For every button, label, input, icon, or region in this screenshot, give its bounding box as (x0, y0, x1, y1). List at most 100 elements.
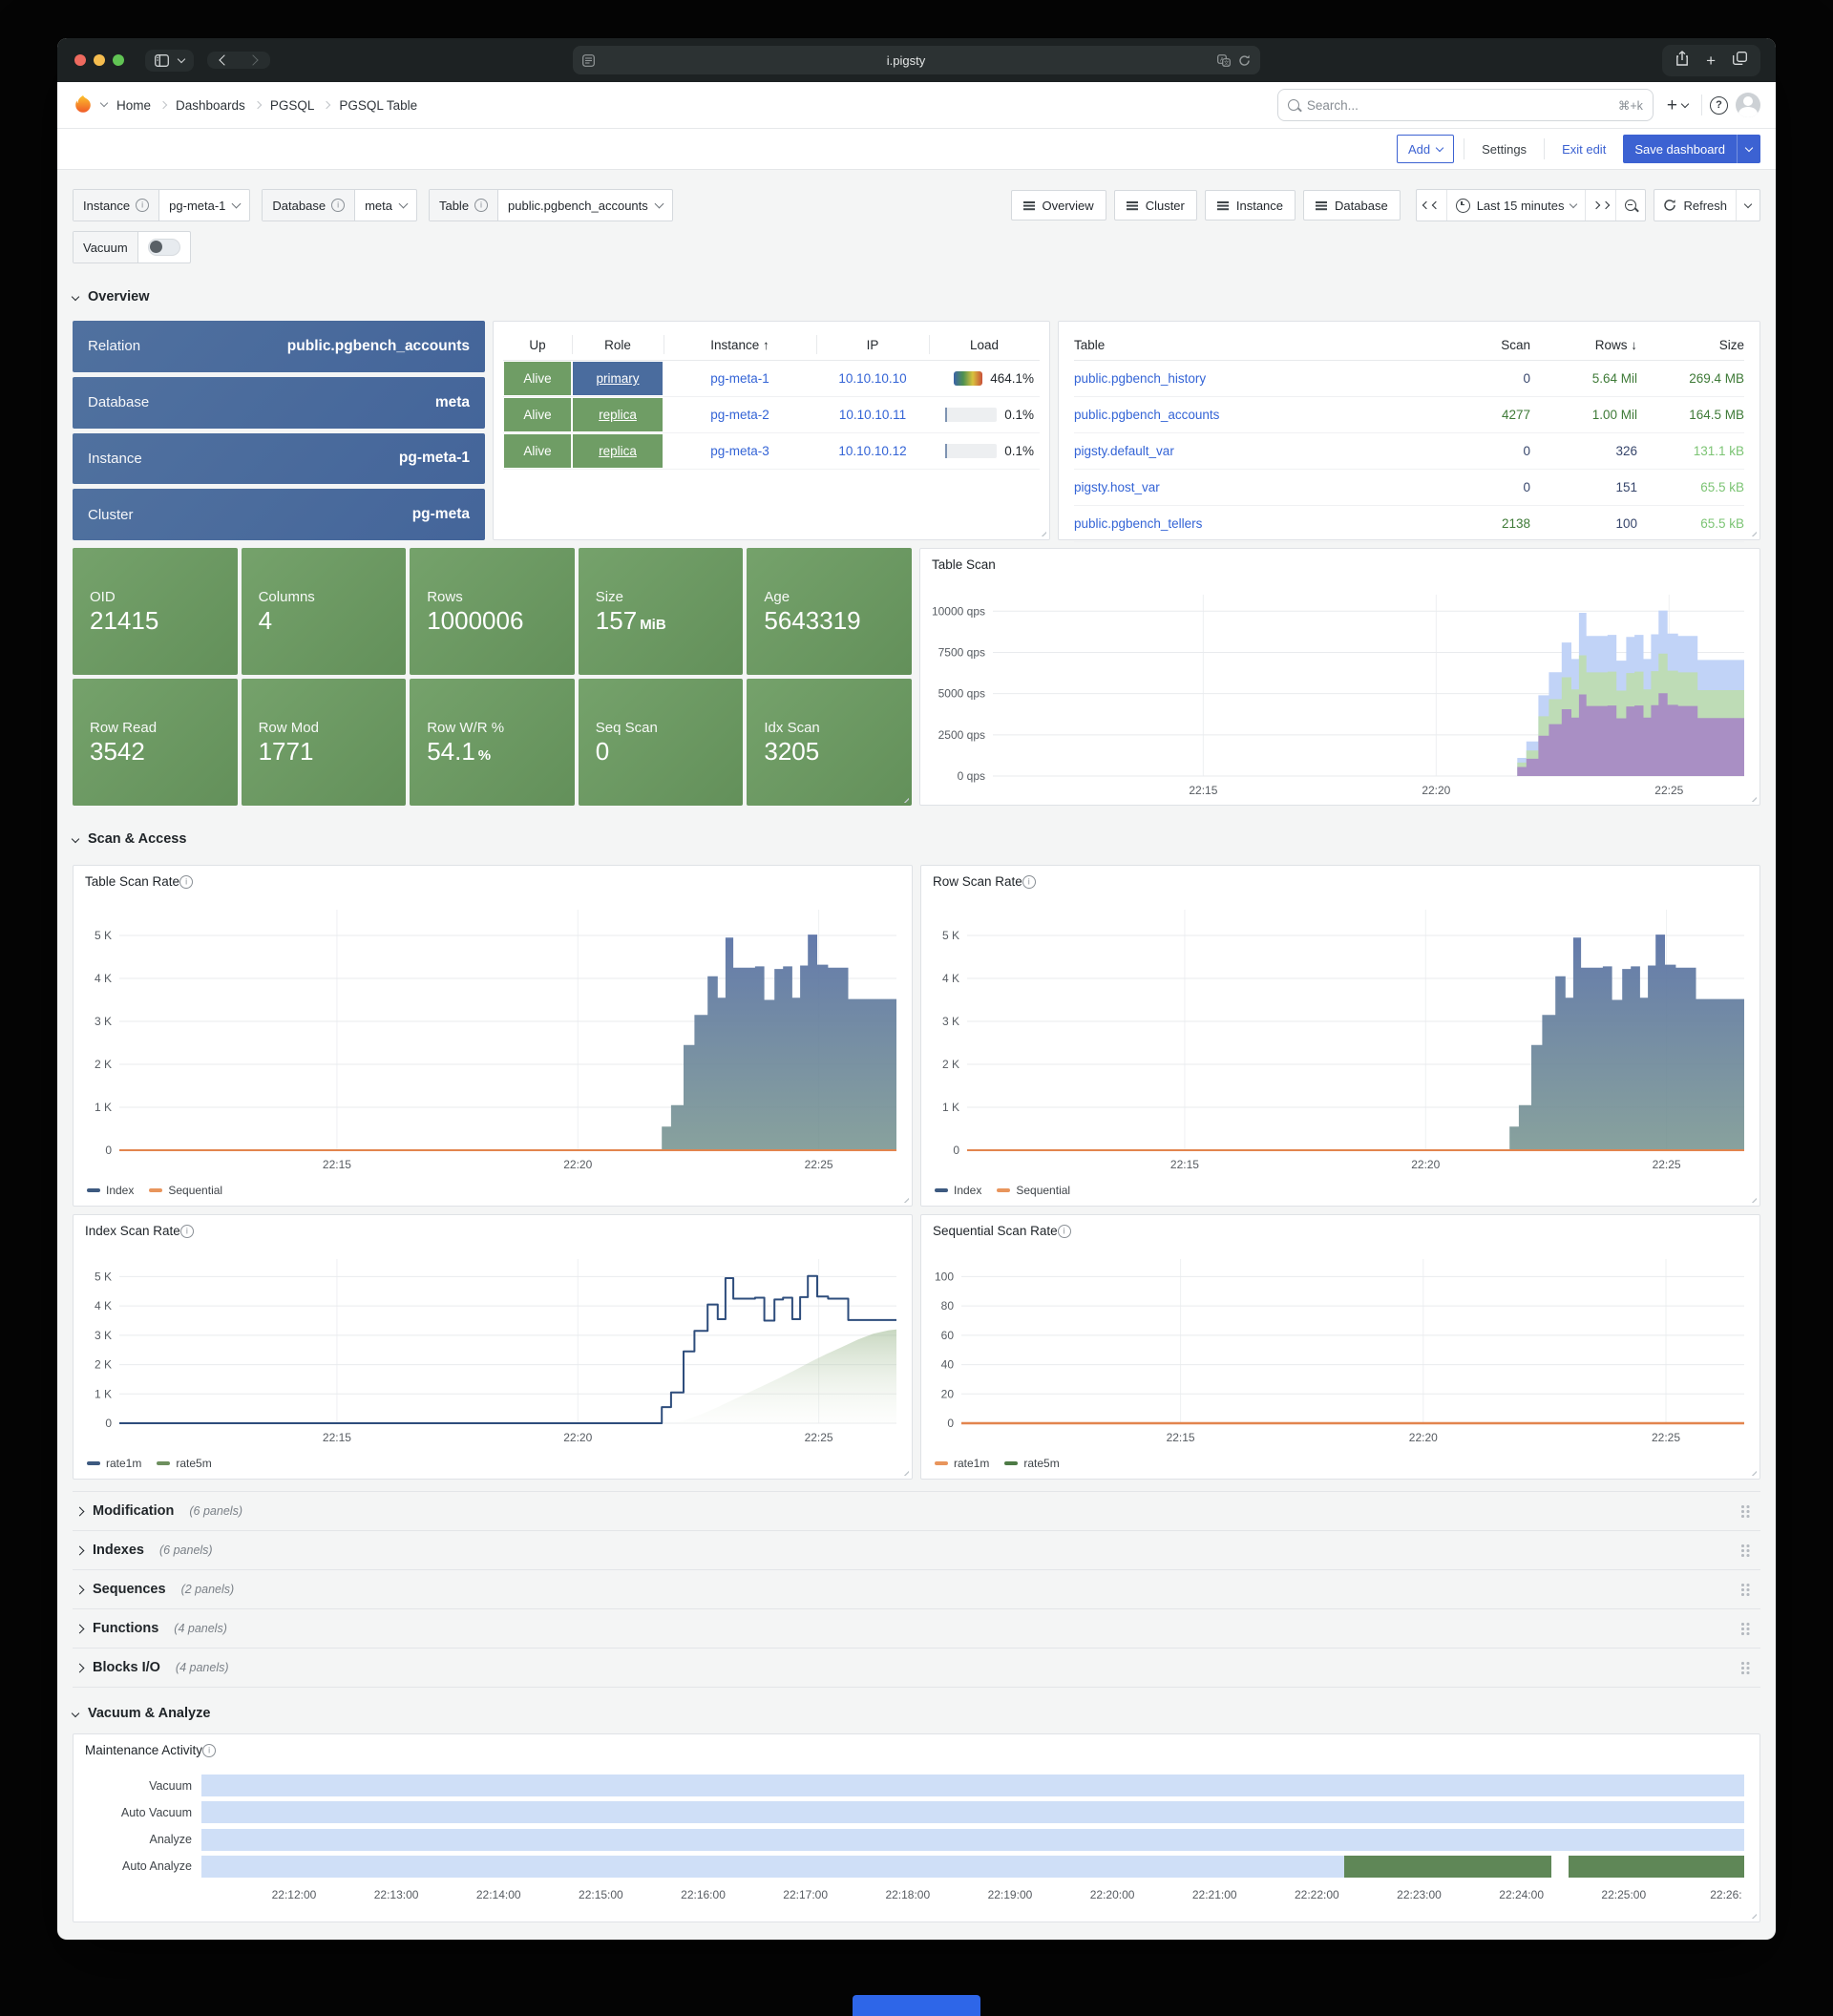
timeline-track[interactable] (201, 1828, 1744, 1851)
instance-link[interactable]: pg-meta-2 (664, 397, 816, 433)
timeline-track[interactable] (201, 1855, 1744, 1878)
window-minimize-button[interactable] (94, 54, 105, 66)
dock-app-indicator[interactable] (853, 1995, 980, 2016)
database-select[interactable]: meta (355, 190, 416, 220)
row-scan-rate-chart[interactable]: 0 1 K 2 K 3 K 4 K 5 K 22:15 22:20 22:25 (927, 898, 1754, 1173)
legend-sequential[interactable]: Sequential (149, 1184, 222, 1197)
help-button[interactable]: ? (1710, 95, 1728, 115)
reader-icon[interactable] (582, 53, 595, 67)
panel-resize-handle[interactable] (900, 794, 909, 803)
link-database[interactable]: Database (1303, 190, 1401, 220)
table-link[interactable]: pigsty.host_var (1074, 470, 1443, 506)
drag-handle-icon[interactable] (1741, 1584, 1751, 1596)
share-icon[interactable] (1675, 51, 1689, 71)
panel-resize-handle[interactable] (900, 1467, 909, 1476)
table-select[interactable]: public.pgbench_accounts (498, 190, 672, 220)
role-link[interactable]: replica (572, 433, 664, 469)
search-input[interactable]: Search... ⌘+k (1276, 89, 1654, 121)
exit-edit-button[interactable]: Exit edit (1562, 141, 1607, 157)
panel-title[interactable]: Maintenance Activity (85, 1743, 217, 1757)
panel-title[interactable]: Table Scan (932, 557, 996, 572)
role-link[interactable]: primary (572, 361, 664, 396)
forward-button[interactable] (247, 54, 259, 66)
legend-index[interactable]: Index (935, 1184, 981, 1197)
add-panel-button[interactable]: Add (1396, 135, 1455, 163)
save-dashboard-button[interactable]: Save dashboard (1623, 135, 1760, 163)
zoom-out-button[interactable] (1615, 190, 1645, 220)
panel-title[interactable]: Sequential Scan Rate (933, 1224, 1071, 1238)
instance-select[interactable]: pg-meta-1 (159, 190, 249, 220)
col-ip[interactable]: IP (816, 329, 929, 361)
instance-link[interactable]: pg-meta-3 (664, 433, 816, 470)
refresh-button[interactable]: Refresh (1654, 190, 1736, 220)
ip-link[interactable]: 10.10.10.10 (816, 361, 929, 397)
section-blocks-io[interactable]: Blocks I/O (4 panels) (73, 1648, 1760, 1687)
legend-rate1m[interactable]: rate1m (87, 1457, 141, 1470)
table-scan-rate-chart[interactable]: 0 1 K 2 K 3 K 4 K 5 K 22:15 22:20 22:25 (79, 898, 906, 1173)
legend-sequential[interactable]: Sequential (997, 1184, 1070, 1197)
org-switcher-chevron[interactable] (99, 98, 109, 108)
panel-title[interactable]: Row Scan Rate (933, 874, 1036, 889)
col-size[interactable]: Size (1637, 329, 1744, 361)
section-indexes[interactable]: Indexes (6 panels) (73, 1530, 1760, 1569)
table-link[interactable]: pigsty.default_var (1074, 433, 1443, 470)
col-rows[interactable]: Rows ↓ (1530, 329, 1637, 361)
col-load[interactable]: Load (929, 329, 1040, 361)
info-icon[interactable] (1057, 1224, 1071, 1238)
section-vacuum-analyze[interactable]: Vacuum & Analyze (71, 1703, 1760, 1724)
new-tab-icon[interactable]: + (1706, 52, 1716, 70)
window-close-button[interactable] (74, 54, 86, 66)
table-link[interactable]: public.pgbench_history (1074, 361, 1443, 397)
section-sequences[interactable]: Sequences (2 panels) (73, 1569, 1760, 1608)
breadcrumb-pgsql[interactable]: PGSQL (269, 97, 315, 113)
add-menu-button[interactable]: + (1661, 90, 1694, 120)
time-shift-back-button[interactable] (1417, 190, 1446, 220)
window-zoom-button[interactable] (113, 54, 124, 66)
table-link[interactable]: public.pgbench_accounts (1074, 397, 1443, 433)
instance-link[interactable]: pg-meta-1 (664, 361, 816, 397)
info-icon[interactable] (179, 1224, 194, 1238)
drag-handle-icon[interactable] (1741, 1505, 1751, 1518)
drag-handle-icon[interactable] (1741, 1544, 1751, 1557)
vacuum-toggle[interactable] (138, 232, 190, 262)
panel-resize-handle[interactable] (1748, 528, 1757, 536)
reload-icon[interactable] (1238, 54, 1251, 67)
role-link[interactable]: replica (572, 397, 664, 432)
drag-handle-icon[interactable] (1741, 1662, 1751, 1674)
col-scan[interactable]: Scan (1443, 329, 1530, 361)
ip-link[interactable]: 10.10.10.12 (816, 433, 929, 470)
legend-index[interactable]: Index (87, 1184, 134, 1197)
breadcrumb-home[interactable]: Home (116, 97, 152, 113)
time-shift-forward-button[interactable] (1585, 190, 1615, 220)
sidebar-toggle[interactable] (145, 49, 194, 72)
panel-title[interactable]: Table Scan Rate (85, 874, 194, 889)
link-instance[interactable]: Instance (1204, 190, 1296, 220)
col-up[interactable]: Up (503, 329, 572, 361)
panel-resize-handle[interactable] (1748, 1467, 1757, 1476)
timeline-track[interactable] (201, 1801, 1744, 1824)
panel-resize-handle[interactable] (900, 1194, 909, 1203)
legend-rate1m[interactable]: rate1m (935, 1457, 989, 1470)
panel-title[interactable]: Index Scan Rate (85, 1224, 194, 1238)
index-scan-rate-chart[interactable]: 0 1 K 2 K 3 K 4 K 5 K 22:15 22:20 22:25 (79, 1248, 906, 1446)
sequential-scan-rate-chart[interactable]: 0 20 40 60 80 100 22:15 22:20 22:25 (927, 1248, 1754, 1446)
tabs-overview-icon[interactable] (1733, 52, 1747, 70)
section-overview[interactable]: Overview (71, 286, 1760, 307)
time-range-button[interactable]: Last 15 minutes (1445, 190, 1586, 220)
panel-resize-handle[interactable] (1038, 528, 1046, 536)
back-button[interactable] (219, 54, 230, 66)
panel-resize-handle[interactable] (1748, 1194, 1757, 1203)
user-avatar[interactable] (1736, 93, 1760, 117)
col-instance[interactable]: Instance ↑ (664, 329, 816, 361)
toggle-switch-off[interactable] (147, 239, 180, 256)
col-role[interactable]: Role (572, 329, 664, 361)
drag-handle-icon[interactable] (1741, 1623, 1751, 1635)
col-table[interactable]: Table (1074, 329, 1443, 361)
grafana-logo[interactable] (73, 94, 94, 116)
table-link[interactable]: public.pgbench_tellers (1074, 506, 1443, 542)
section-functions[interactable]: Functions (4 panels) (73, 1608, 1760, 1648)
info-icon[interactable] (202, 1743, 217, 1757)
legend-rate5m[interactable]: rate5m (157, 1457, 212, 1470)
